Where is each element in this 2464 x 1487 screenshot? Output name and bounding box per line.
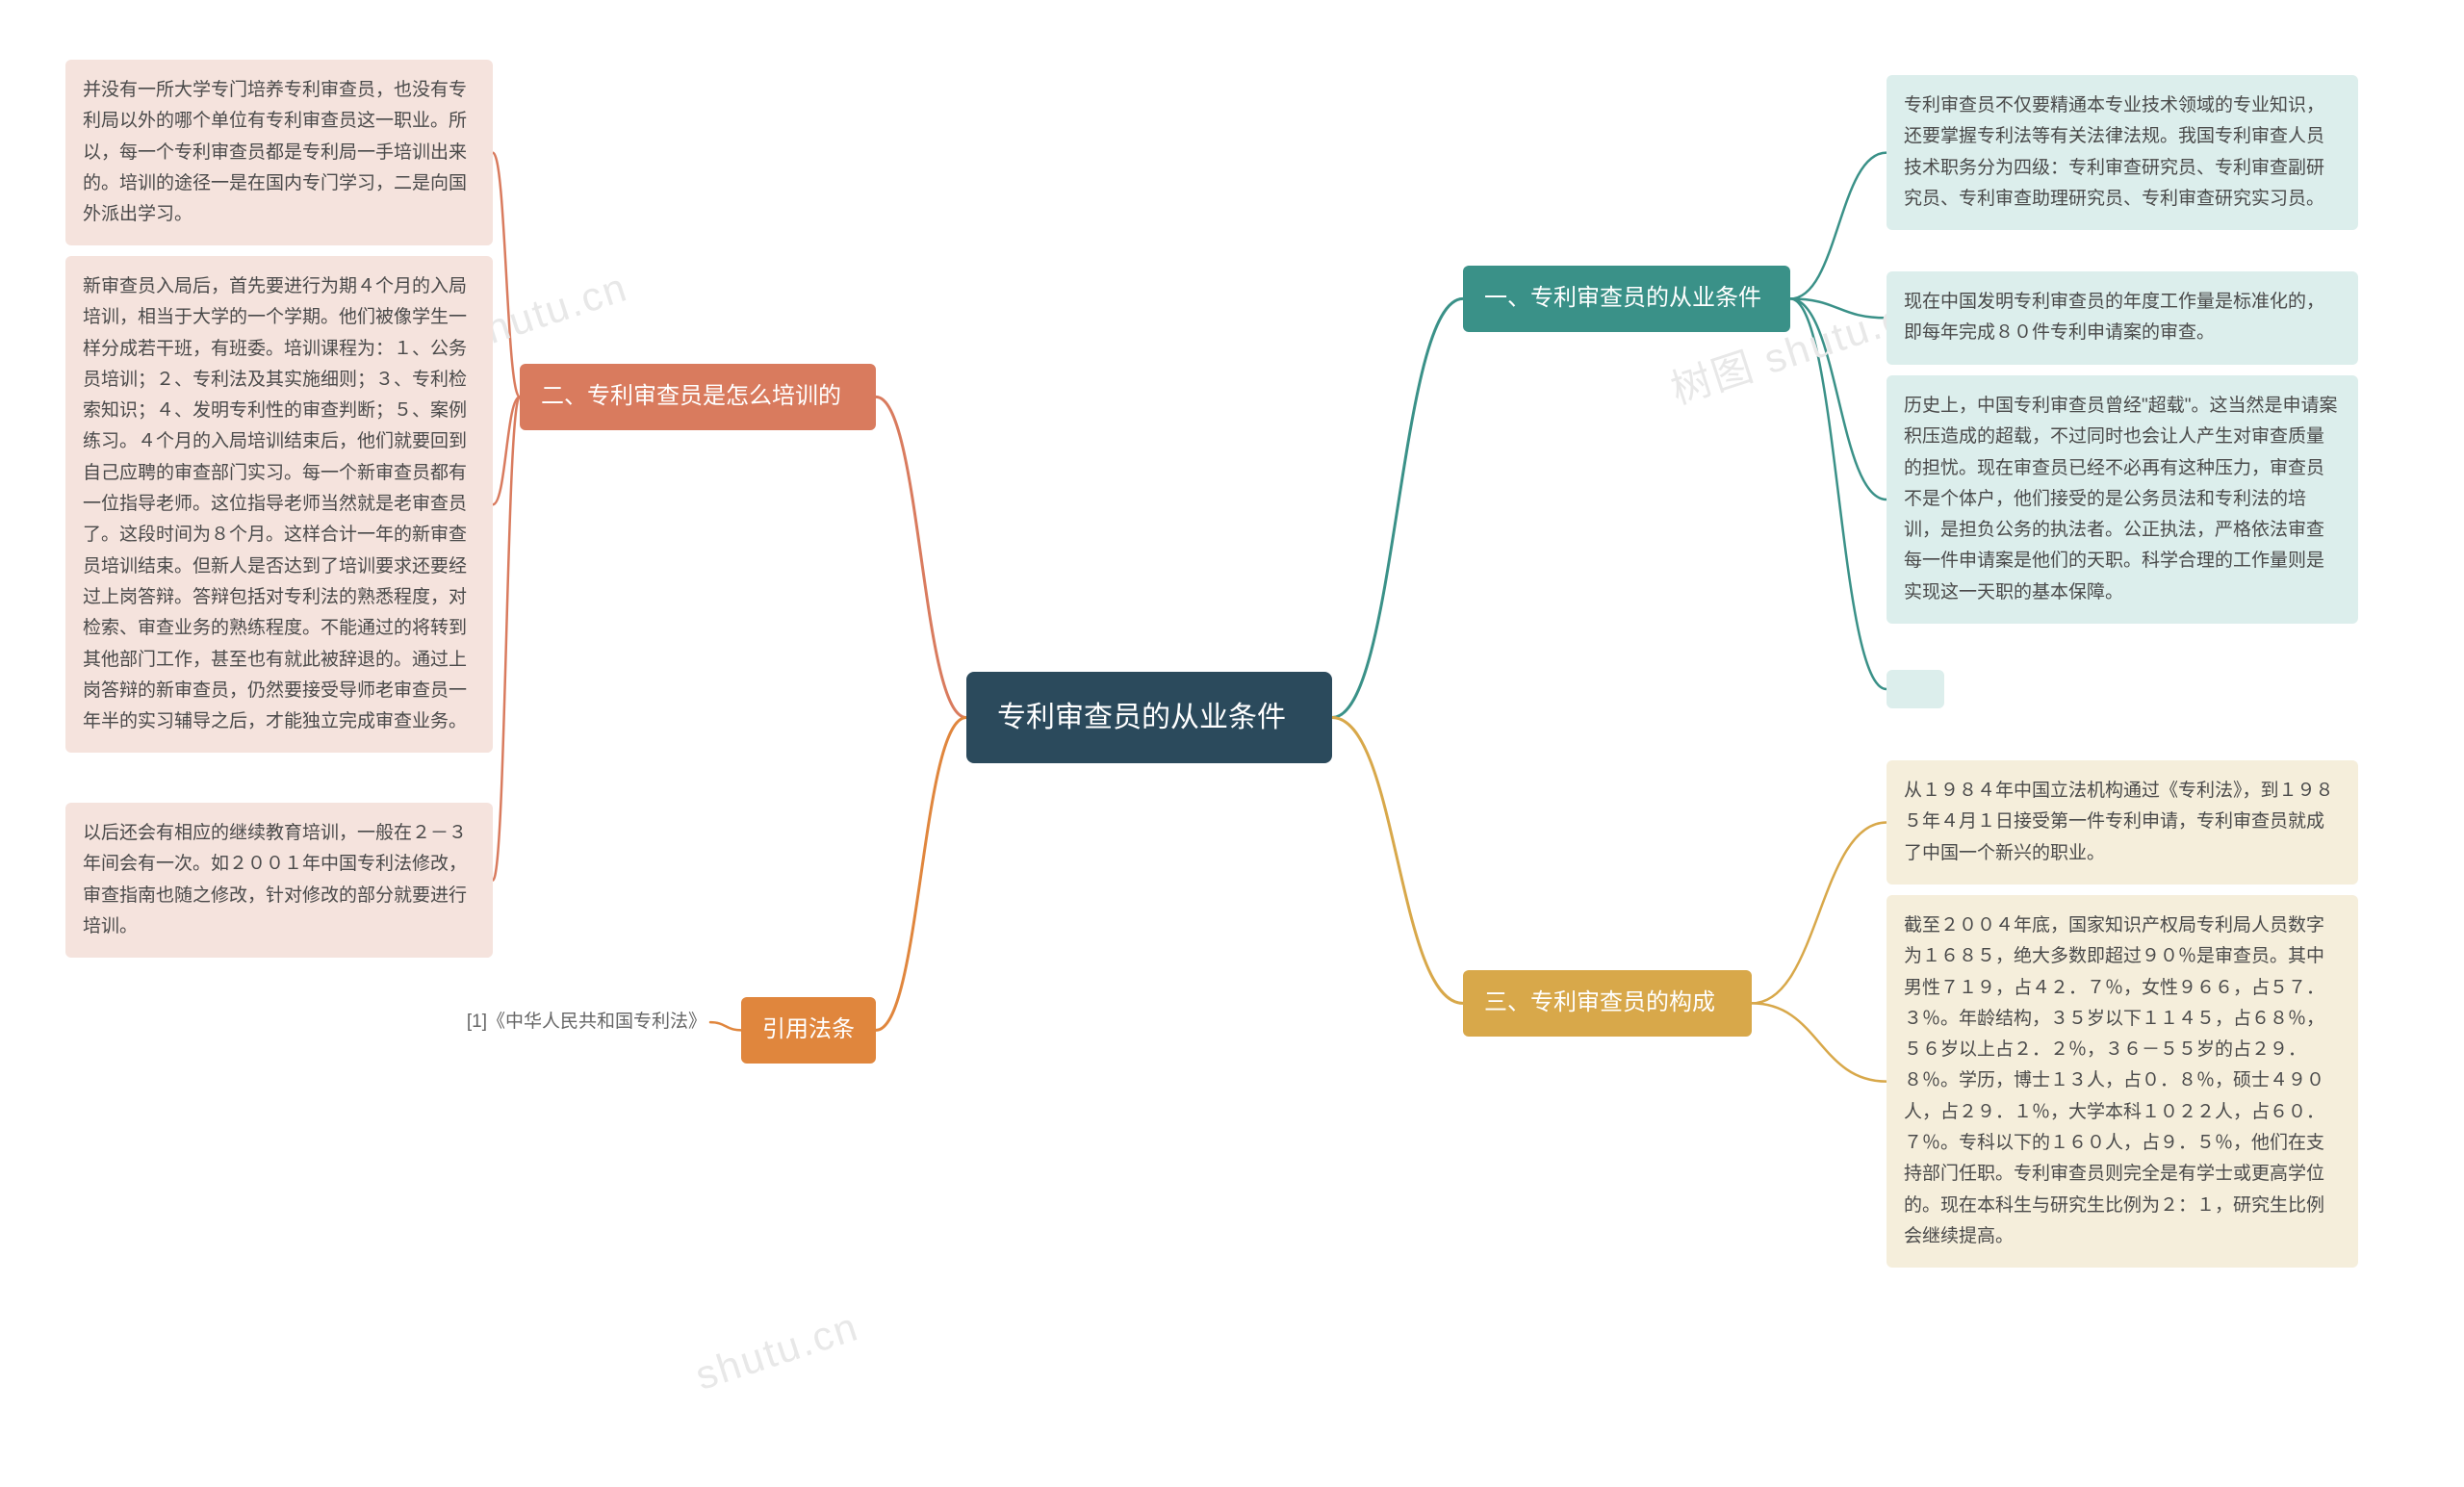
leaf-node: 历史上，中国专利审查员曾经"超载"。这当然是申请案积压造成的超载，不过同时也会让… xyxy=(1886,375,2358,624)
leaf-node: 专利审查员不仅要精通本专业技术领域的专业知识，还要掌握专利法等有关法律法规。我国… xyxy=(1886,75,2358,230)
leaf-node: [1]《中华人民共和国专利法》 xyxy=(402,1001,710,1043)
branch-node-b4[interactable]: 引用法条 xyxy=(741,997,876,1064)
leaf-node xyxy=(1886,670,1944,708)
watermark: shutu.cn xyxy=(690,1303,864,1399)
branch-node-b2[interactable]: 二、专利审查员是怎么培训的 xyxy=(520,364,876,430)
leaf-node: 现在中国发明专利审查员的年度工作量是标准化的，即每年完成８０件专利申请案的审查。 xyxy=(1886,271,2358,365)
leaf-node: 以后还会有相应的继续教育培训，一般在２－３年间会有一次。如２００１年中国专利法修… xyxy=(65,803,493,958)
branch-node-b3[interactable]: 三、专利审查员的构成 xyxy=(1463,970,1752,1037)
center-node[interactable]: 专利审查员的从业条件 xyxy=(966,672,1332,763)
branch-node-b1[interactable]: 一、专利审查员的从业条件 xyxy=(1463,266,1790,332)
leaf-node: 从１９８４年中国立法机构通过《专利法》，到１９８５年４月１日接受第一件专利申请，… xyxy=(1886,760,2358,885)
leaf-node: 并没有一所大学专门培养专利审查员，也没有专利局以外的哪个单位有专利审查员这一职业… xyxy=(65,60,493,245)
leaf-node: 截至２００４年底，国家知识产权局专利局人员数字为１６８５，绝大多数即超过９０％是… xyxy=(1886,895,2358,1268)
leaf-node: 新审查员入局后，首先要进行为期４个月的入局培训，相当于大学的一个学期。他们被像学… xyxy=(65,256,493,753)
